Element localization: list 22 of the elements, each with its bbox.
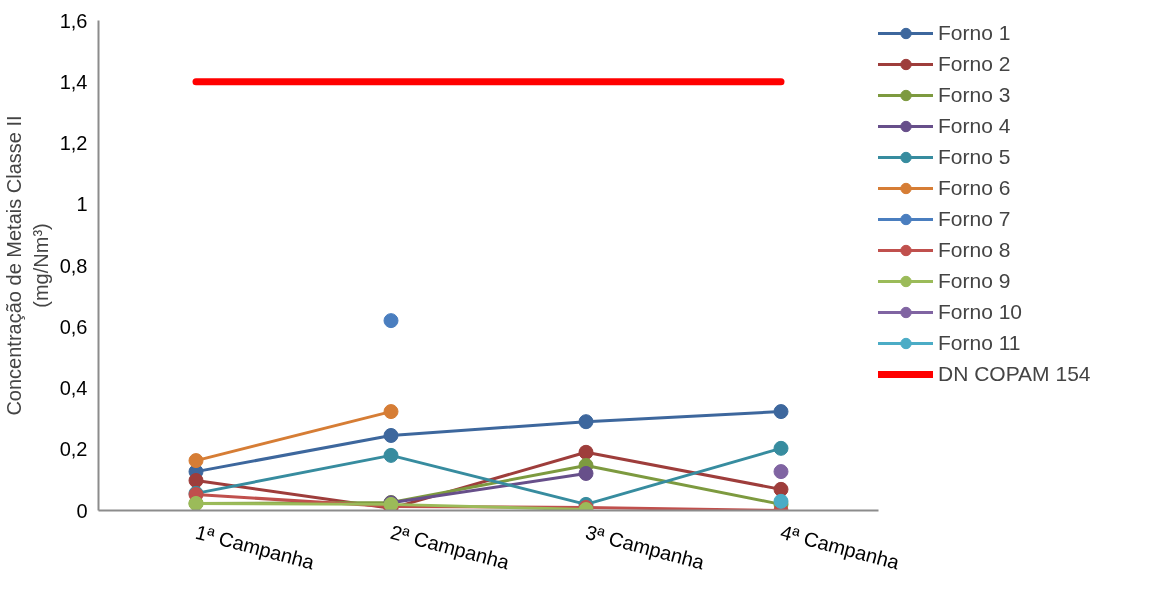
y-tick-label: 1 (76, 193, 88, 216)
legend-label: Forno 3 (938, 82, 1011, 108)
legend-label: Forno 11 (938, 330, 1021, 356)
legend-label: Forno 10 (938, 299, 1023, 325)
legend-label: Forno 5 (938, 144, 1011, 170)
legend-label: Forno 4 (938, 113, 1011, 139)
legend-label: Forno 9 (938, 268, 1011, 294)
legend-label: Forno 7 (938, 206, 1011, 232)
legend-label: Forno 2 (938, 51, 1011, 77)
y-tick-label: 0,6 (59, 315, 88, 338)
y-tick-label: 0,8 (59, 254, 88, 277)
legend-label: Forno 6 (938, 175, 1011, 201)
y-tick-label: 0 (76, 499, 88, 522)
legend-label: DN COPAM 154 (938, 361, 1091, 387)
y-tick-label: 1,4 (59, 70, 88, 93)
y-axis-title: Concentração de Metais Classe II (mg/Nm³) (3, 115, 52, 416)
legend-label: Forno 1 (938, 20, 1011, 46)
y-tick-label: 0,2 (59, 438, 88, 461)
y-tick-label: 1,6 (59, 9, 88, 32)
y-tick-label: 0,4 (59, 377, 88, 399)
legend-label: Forno 8 (938, 237, 1011, 263)
y-tick-label: 1,2 (59, 132, 88, 154)
